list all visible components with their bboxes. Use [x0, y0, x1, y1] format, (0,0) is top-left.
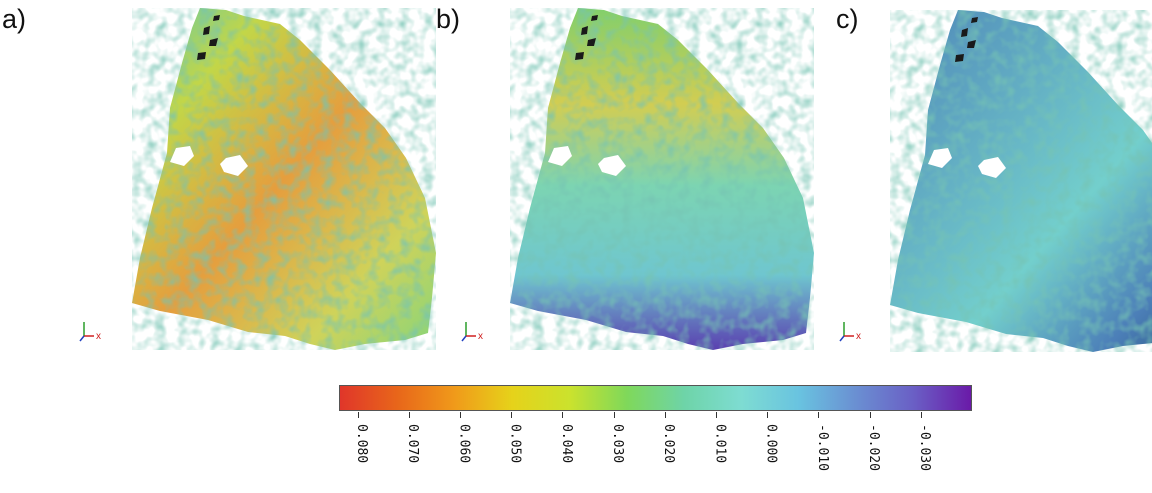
- axis-x-label-a: x: [96, 331, 101, 342]
- panel-c-map: [890, 10, 1152, 352]
- axes-triad-b: x: [461, 322, 483, 342]
- colorbar-tick: [459, 412, 461, 418]
- colorbar-tick: [715, 412, 717, 418]
- colorbar-tick: [664, 412, 666, 418]
- colorbar-tick: [613, 412, 615, 418]
- panel-label-a: a): [2, 4, 27, 34]
- colorbar-tick-label: 0.050: [507, 424, 523, 464]
- colorbar-tick-label: 0.000: [763, 424, 779, 464]
- colorbar-tick-label: 0.060: [456, 424, 472, 464]
- surface-maps: x x x: [79, 8, 1152, 352]
- colorbar-tick: [818, 412, 820, 418]
- axes-triad-c: x: [839, 322, 861, 342]
- axis-x-label-c: x: [856, 331, 861, 342]
- colorbar-tick-label: 0.080: [354, 424, 369, 464]
- colorbar-tick: [920, 412, 922, 418]
- colorbar: [339, 385, 972, 411]
- colorbar-tick-label: -0.010: [814, 424, 830, 471]
- panel-b-map: [510, 8, 814, 350]
- axes-triad-a: x: [79, 322, 101, 342]
- panel-label-c: c): [836, 4, 859, 34]
- colorbar-tick: [511, 412, 513, 418]
- colorbar-tick: [869, 412, 871, 418]
- colorbar-tick: [408, 412, 410, 418]
- colorbar-tick-label: 0.030: [610, 424, 625, 464]
- axis-x-label-b: x: [478, 331, 483, 342]
- colorbar-tick-label: 0.070: [405, 424, 421, 464]
- colorbar-tick-label: -0.030: [917, 424, 933, 471]
- colorbar-tick-label: 0.040: [558, 424, 574, 464]
- panel-label-b: b): [436, 4, 461, 34]
- colorbar-tick-label: 0.010: [712, 424, 728, 464]
- colorbar-tick: [357, 412, 359, 418]
- colorbar-tick: [562, 412, 564, 418]
- colorbar-tick: [767, 412, 769, 418]
- colorbar-tick-label: 0.020: [661, 424, 677, 464]
- colorbar-tick-label: -0.020: [866, 424, 881, 471]
- panel-a-map: [132, 8, 436, 350]
